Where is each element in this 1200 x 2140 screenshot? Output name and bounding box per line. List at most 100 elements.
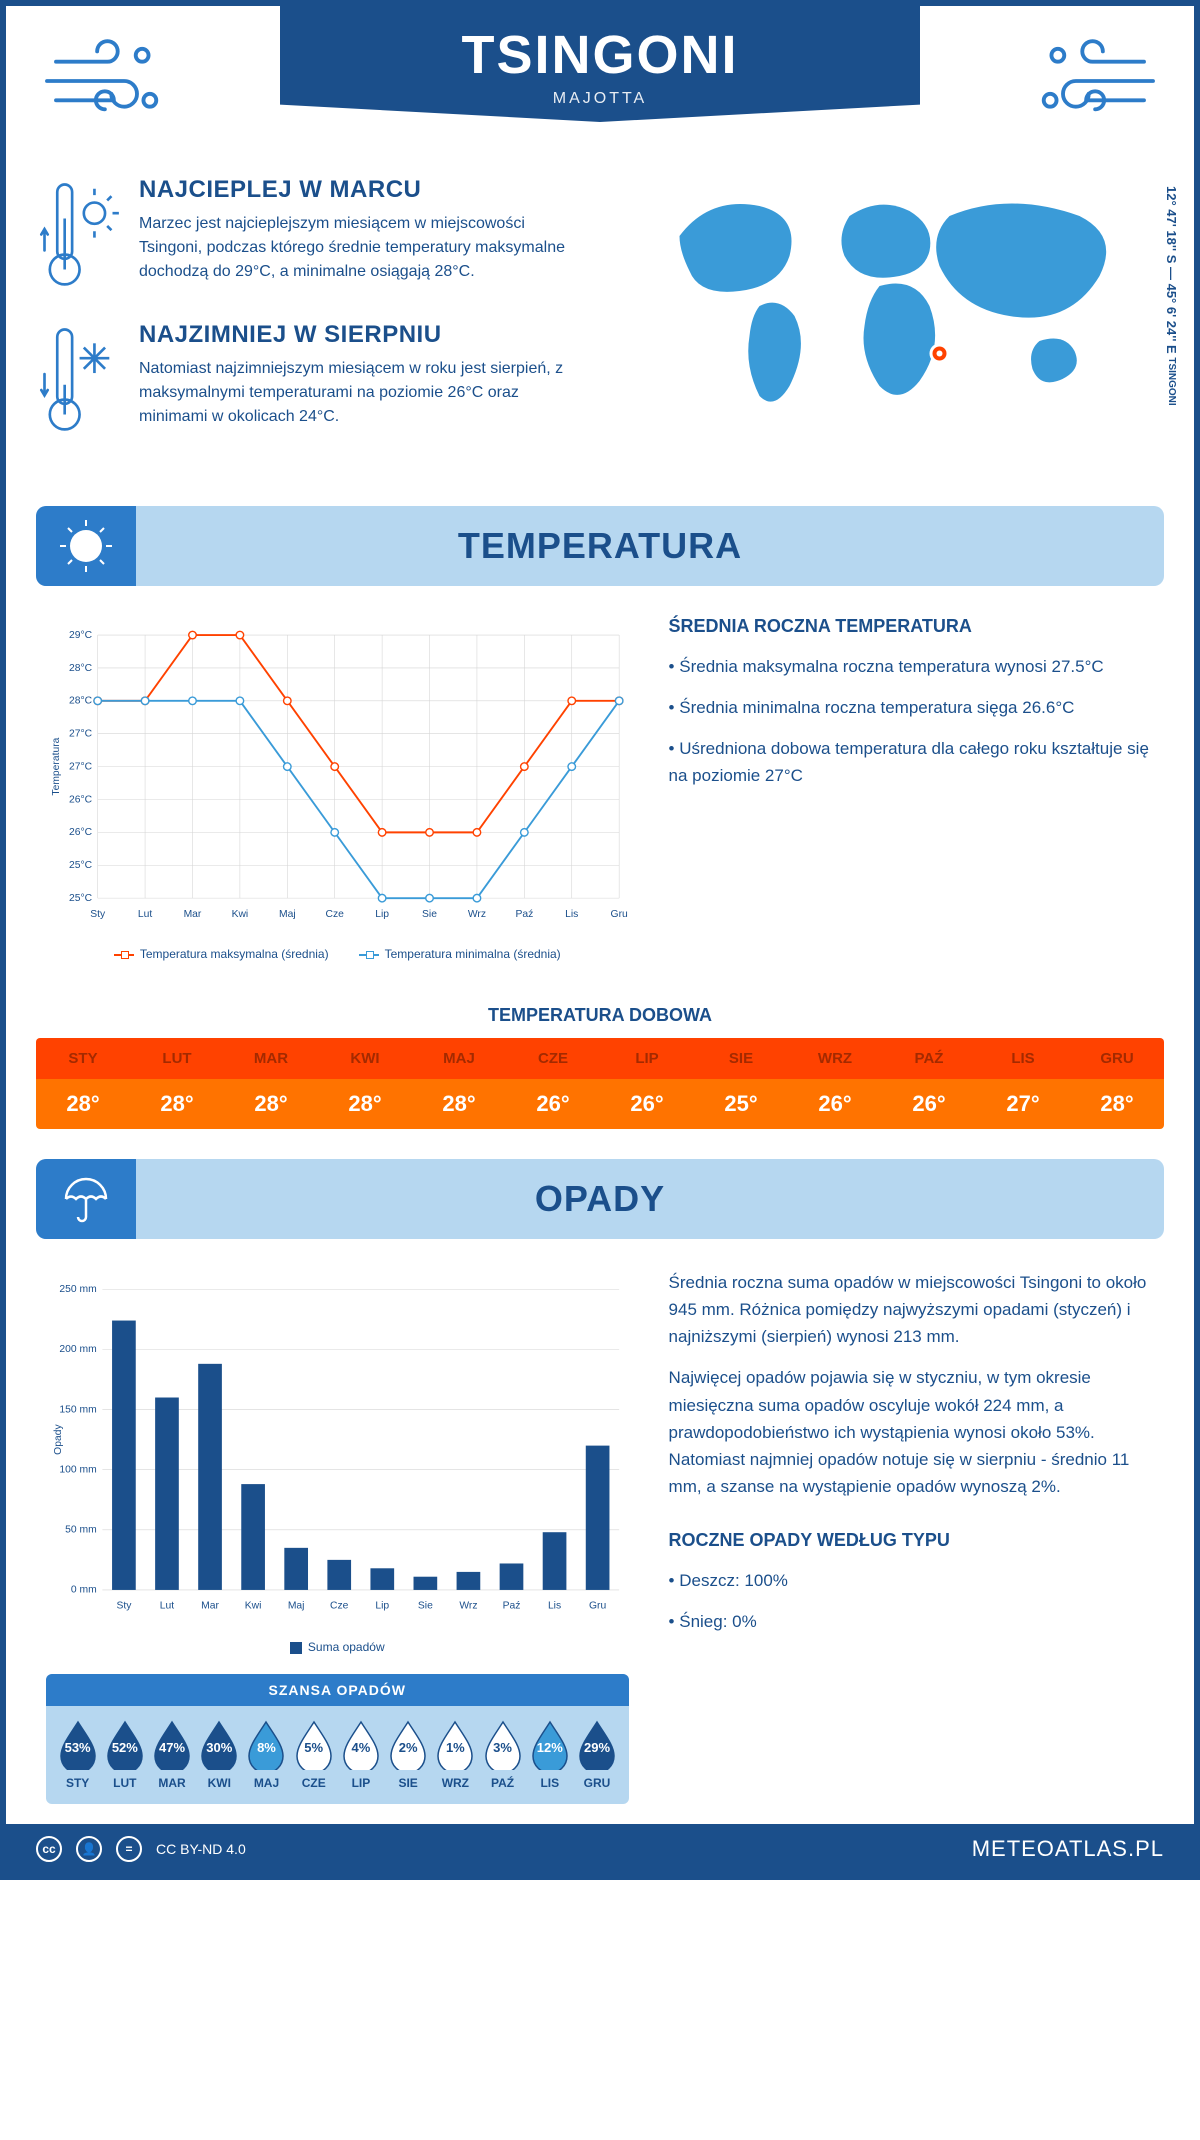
summary-heading: ŚREDNIA ROCZNA TEMPERATURA [669, 616, 1154, 637]
table-header-cell: PAŹ [882, 1038, 976, 1079]
svg-text:27°C: 27°C [69, 761, 93, 772]
table-header-cell: STY [36, 1038, 130, 1079]
fact-body: Natomiast najzimniejszym miesiącem w rok… [139, 357, 585, 429]
precip-paragraph: Średnia roczna suma opadów w miejscowośc… [669, 1269, 1154, 1351]
table-header-cell: MAJ [412, 1038, 506, 1079]
chance-cell: 3% PAŹ [479, 1718, 526, 1790]
svg-text:29°C: 29°C [69, 630, 93, 641]
chance-cell: 12% LIS [526, 1718, 573, 1790]
svg-text:Opady: Opady [53, 1423, 64, 1454]
svg-text:25°C: 25°C [69, 893, 93, 904]
svg-text:Lip: Lip [375, 1600, 389, 1611]
chance-month-label: CZE [290, 1776, 337, 1790]
table-cell: 26° [882, 1079, 976, 1129]
table-header-cell: SIE [694, 1038, 788, 1079]
svg-text:Paź: Paź [503, 1600, 521, 1611]
svg-text:Lip: Lip [375, 909, 389, 920]
chance-month-label: KWI [196, 1776, 243, 1790]
chart-legend: Suma opadów [46, 1640, 629, 1654]
svg-text:Wrz: Wrz [468, 909, 486, 920]
svg-text:Sie: Sie [422, 909, 437, 920]
chart-legend: Temperatura maksymalna (średnia)Temperat… [46, 947, 629, 961]
svg-text:200 mm: 200 mm [59, 1344, 96, 1355]
chance-cell: 1% WRZ [432, 1718, 479, 1790]
chance-cell: 8% MAJ [243, 1718, 290, 1790]
droplet-icon: 4% [340, 1718, 382, 1770]
by-type-item: Deszcz: 100% [669, 1567, 1154, 1594]
table-cell: 28° [36, 1079, 130, 1129]
chance-month-label: GRU [573, 1776, 620, 1790]
chance-month-label: LUT [101, 1776, 148, 1790]
precip-paragraph: Najwięcej opadów pojawia się w styczniu,… [669, 1364, 1154, 1500]
table-cell: 25° [694, 1079, 788, 1129]
chance-title: SZANSA OPADÓW [46, 1674, 629, 1706]
chance-month-label: WRZ [432, 1776, 479, 1790]
by-type-list: Deszcz: 100%Śnieg: 0% [669, 1567, 1154, 1635]
fact-coldest: NAJZIMNIEJ W SIERPNIU Natomiast najzimni… [36, 321, 585, 438]
table-cell: 28° [318, 1079, 412, 1129]
droplet-icon: 12% [529, 1718, 571, 1770]
svg-text:Sty: Sty [90, 909, 106, 920]
temperature-line-chart: 25°C25°C26°C26°C27°C27°C28°C28°C29°CStyL… [46, 616, 629, 936]
chance-cell: 4% LIP [337, 1718, 384, 1790]
chance-panel: SZANSA OPADÓW 53% STY 52% LUT 47% MAR 30… [46, 1674, 629, 1804]
svg-text:26°C: 26°C [69, 827, 93, 838]
table-header-cell: GRU [1070, 1038, 1164, 1079]
summary-item: Uśredniona dobowa temperatura dla całego… [669, 735, 1154, 789]
table-cell: 26° [600, 1079, 694, 1129]
droplet-icon: 52% [104, 1718, 146, 1770]
droplet-icon: 53% [57, 1718, 99, 1770]
facts-column: NAJCIEPLEJ W MARCU Marzec jest najcieple… [36, 176, 585, 466]
svg-text:Cze: Cze [326, 909, 345, 920]
section-title: OPADY [36, 1178, 1164, 1220]
thermometer-hot-icon [36, 176, 121, 293]
header: TSINGONI MAJOTTA [6, 6, 1194, 176]
daily-temp-table: STYLUTMARKWIMAJCZELIPSIEWRZPAŹLISGRU 28°… [36, 1038, 1164, 1129]
svg-text:0 mm: 0 mm [71, 1585, 97, 1596]
svg-text:250 mm: 250 mm [59, 1284, 96, 1295]
chance-cell: 2% SIE [385, 1718, 432, 1790]
droplet-icon: 47% [151, 1718, 193, 1770]
map-column: 12° 47' 18'' S — 45° 6' 24'' E TSINGONI [615, 176, 1164, 466]
chance-cell: 53% STY [54, 1718, 101, 1790]
fact-warmest: NAJCIEPLEJ W MARCU Marzec jest najcieple… [36, 176, 585, 293]
chance-month-label: MAR [148, 1776, 195, 1790]
table-cell: 27° [976, 1079, 1070, 1129]
svg-text:Wrz: Wrz [459, 1600, 477, 1611]
svg-text:Kwi: Kwi [245, 1600, 262, 1611]
table-cell: 28° [224, 1079, 318, 1129]
daily-temp-heading: TEMPERATURA DOBOWA [6, 1005, 1194, 1026]
svg-text:150 mm: 150 mm [59, 1404, 96, 1415]
svg-text:100 mm: 100 mm [59, 1464, 96, 1475]
svg-text:Mar: Mar [184, 909, 202, 920]
droplet-icon: 5% [293, 1718, 335, 1770]
table-header-cell: LIP [600, 1038, 694, 1079]
section-title: TEMPERATURA [36, 525, 1164, 567]
droplet-icon: 29% [576, 1718, 618, 1770]
info-row: NAJCIEPLEJ W MARCU Marzec jest najcieple… [6, 176, 1194, 486]
svg-text:Gru: Gru [589, 1600, 606, 1611]
svg-text:50 mm: 50 mm [65, 1524, 97, 1535]
summary-item: Średnia maksymalna roczna temperatura wy… [669, 653, 1154, 680]
svg-text:25°C: 25°C [69, 860, 93, 871]
svg-text:27°C: 27°C [69, 728, 93, 739]
svg-text:Sie: Sie [418, 1600, 433, 1611]
table-header-cell: LIS [976, 1038, 1070, 1079]
chance-month-label: PAŹ [479, 1776, 526, 1790]
cc-icon: cc [36, 1836, 62, 1862]
wind-icon [1034, 36, 1164, 126]
chance-cell: 29% GRU [573, 1718, 620, 1790]
chance-cell: 47% MAR [148, 1718, 195, 1790]
table-header-cell: LUT [130, 1038, 224, 1079]
chance-cell: 30% KWI [196, 1718, 243, 1790]
table-header-cell: KWI [318, 1038, 412, 1079]
table-cell: 26° [788, 1079, 882, 1129]
nd-icon: = [116, 1836, 142, 1862]
fact-title: NAJCIEPLEJ W MARCU [139, 176, 585, 204]
droplet-icon: 3% [482, 1718, 524, 1770]
by-icon: 👤 [76, 1836, 102, 1862]
svg-text:Kwi: Kwi [232, 909, 249, 920]
svg-text:Gru: Gru [611, 909, 628, 920]
title-banner: TSINGONI MAJOTTA [280, 6, 920, 122]
thermometer-cold-icon [36, 321, 121, 438]
